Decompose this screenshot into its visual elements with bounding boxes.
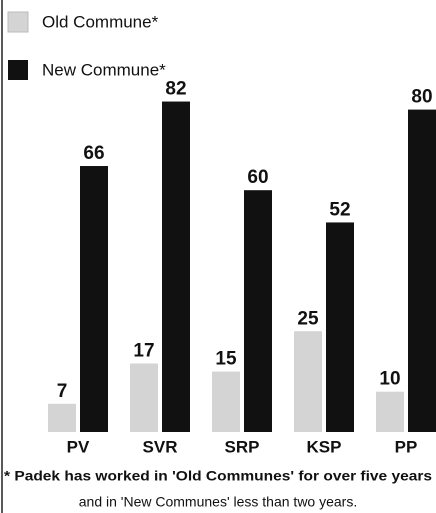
bar: [80, 166, 108, 432]
footnote: and in 'New Communes' less than two year…: [79, 494, 357, 510]
value-label: 52: [329, 199, 350, 220]
footnote: * Padek has worked in 'Old Communes' for…: [4, 469, 432, 484]
bar: [408, 109, 436, 432]
value-label: 66: [83, 143, 104, 164]
value-label: 10: [379, 369, 400, 390]
x-tick-label: SRP: [225, 437, 260, 456]
value-label: 82: [165, 79, 186, 100]
value-label: 17: [133, 341, 154, 362]
legend-swatch: [8, 60, 28, 80]
bar: [244, 190, 272, 432]
bar: [130, 363, 158, 432]
value-label: 15: [215, 349, 237, 370]
x-tick-label: PP: [395, 437, 418, 456]
value-label: 25: [297, 308, 319, 329]
bar: [48, 403, 76, 432]
x-tick-label: PV: [67, 437, 90, 456]
value-label: 80: [411, 87, 432, 108]
bar: [212, 371, 240, 432]
value-label: 7: [57, 381, 68, 402]
bar: [162, 101, 190, 432]
value-label: 60: [247, 167, 268, 188]
bar: [294, 331, 322, 432]
legend-label: Old Commune*: [42, 12, 159, 31]
legend-label: New Commune*: [42, 60, 166, 79]
bar: [326, 222, 354, 432]
legend-swatch: [7, 11, 29, 33]
bar: [376, 391, 404, 432]
x-tick-label: KSP: [307, 437, 342, 456]
x-tick-label: SVR: [143, 437, 178, 456]
